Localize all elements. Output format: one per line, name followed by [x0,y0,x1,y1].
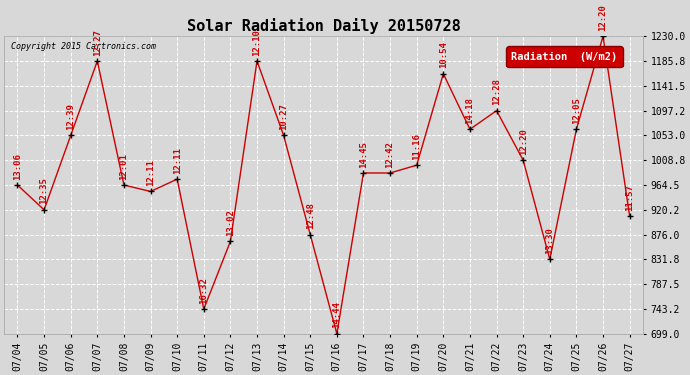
Text: Copyright 2015 Cartronics.com: Copyright 2015 Cartronics.com [10,42,155,51]
Text: 13:02: 13:02 [226,209,235,236]
Text: 10:54: 10:54 [439,42,448,68]
Text: 12:27: 12:27 [93,29,102,56]
Text: 14:44: 14:44 [333,302,342,328]
Text: 12:28: 12:28 [492,78,501,105]
Text: 10:27: 10:27 [279,103,288,130]
Text: 12:20: 12:20 [519,128,528,155]
Text: 12:42: 12:42 [386,141,395,168]
Text: 12:39: 12:39 [66,103,75,130]
Text: 12:11: 12:11 [146,159,155,186]
Text: 13:06: 13:06 [13,153,22,180]
Text: 12:35: 12:35 [39,178,48,204]
Text: 14:45: 14:45 [359,141,368,168]
Text: 12:11: 12:11 [172,147,181,174]
Text: 12:05: 12:05 [572,97,581,124]
Text: 11:16: 11:16 [412,133,421,160]
Text: 12:48: 12:48 [306,202,315,229]
Text: 12:10: 12:10 [253,29,262,56]
Text: 12:20: 12:20 [598,4,607,31]
Text: 12:01: 12:01 [119,153,128,180]
Text: 16:32: 16:32 [199,277,208,304]
Title: Solar Radiation Daily 20150728: Solar Radiation Daily 20150728 [187,18,460,34]
Text: 11:57: 11:57 [625,184,634,211]
Text: 14:18: 14:18 [466,97,475,124]
Text: 13:30: 13:30 [545,227,554,254]
Legend: Radiation  (W/m2): Radiation (W/m2) [506,46,623,67]
